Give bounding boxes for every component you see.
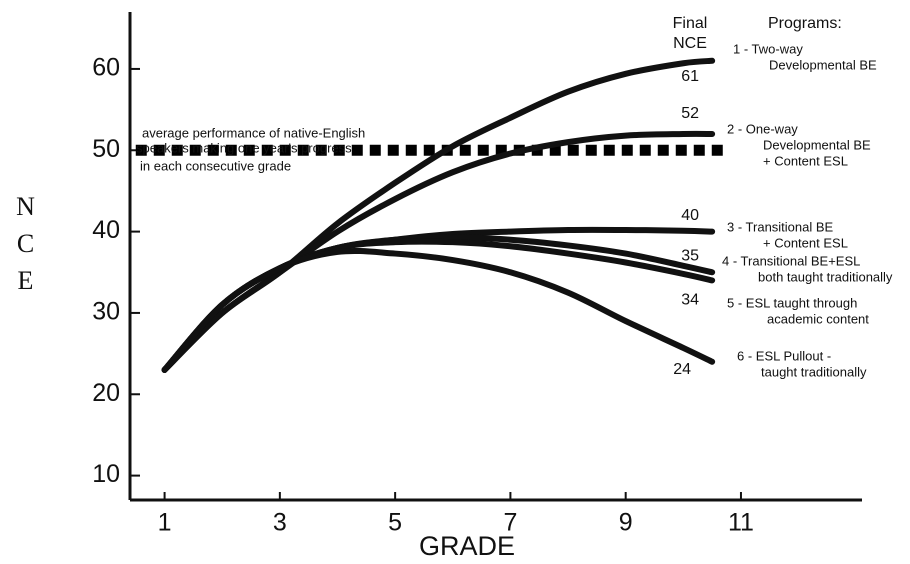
y-tick-label: 30 xyxy=(92,298,120,326)
final-header: Final xyxy=(673,15,708,32)
legend-entry: Developmental BE xyxy=(769,57,877,72)
y-axis-label: NCE xyxy=(11,192,40,303)
y-tick-label: 10 xyxy=(92,460,120,488)
legend-title: Programs: xyxy=(768,15,842,32)
y-tick-label: 40 xyxy=(92,216,120,244)
y-tick-label: 50 xyxy=(92,135,120,163)
x-tick-label: 9 xyxy=(619,509,633,537)
final-header: NCE xyxy=(673,35,707,52)
final-value-label: 61 xyxy=(681,68,699,85)
x-tick-label: 11 xyxy=(728,509,754,537)
y-tick-label: 20 xyxy=(92,379,120,407)
x-tick-label: 3 xyxy=(273,509,287,537)
final-value-label: 52 xyxy=(681,105,699,122)
legend-entry: 2 - One-way xyxy=(727,121,798,136)
legend-entry: academic content xyxy=(767,311,869,326)
reference-label: speakers making one year's progress xyxy=(136,140,352,155)
series-line xyxy=(161,226,716,373)
legend-entry: 3 - Transitional BE xyxy=(727,219,834,234)
legend-entry: + Content ESL xyxy=(763,235,848,250)
reference-label: in each consecutive grade xyxy=(140,158,291,173)
reference-label: average performance of native-English xyxy=(142,125,365,140)
legend-entry: both taught traditionally xyxy=(758,269,893,284)
y-tick-label: 60 xyxy=(92,54,120,82)
x-tick-label: 1 xyxy=(158,509,172,537)
final-value-label: 35 xyxy=(681,247,699,264)
x-tick-label: 5 xyxy=(388,509,402,537)
x-axis-label: GRADE xyxy=(419,531,515,561)
legend-entry: 6 - ESL Pullout - xyxy=(737,348,831,363)
legend-entry: + Content ESL xyxy=(763,153,848,168)
series-line xyxy=(161,130,716,373)
legend-entry: 1 - Two-way xyxy=(733,41,803,56)
legend-entry: Developmental BE xyxy=(763,137,871,152)
final-value-label: 40 xyxy=(681,207,699,224)
legend-entry: 4 - Transitional BE+ESL xyxy=(722,253,860,268)
series-line xyxy=(161,247,716,373)
x-tick-label: 7 xyxy=(503,509,517,537)
final-value-label: 34 xyxy=(681,292,699,309)
final-value-label: 24 xyxy=(673,361,691,378)
legend-entry: 5 - ESL taught through xyxy=(727,295,857,310)
legend-entry: taught traditionally xyxy=(761,364,867,379)
